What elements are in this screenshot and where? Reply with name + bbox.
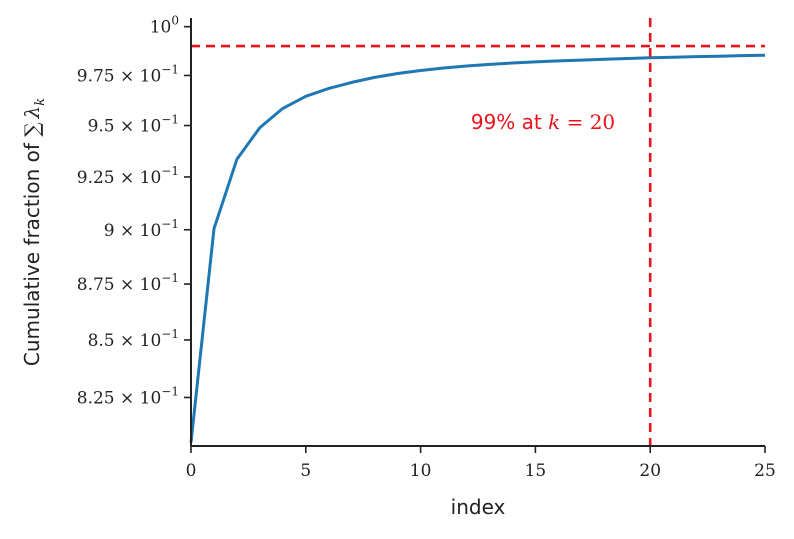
x-axis-label: index: [451, 495, 506, 519]
plot-area: [189, 18, 766, 446]
cumulative-fraction-line: [189, 53, 766, 443]
x-tick-label: 0: [186, 461, 197, 481]
annotation-prefix: 99% at: [471, 110, 548, 134]
x-tick-label: 10: [410, 461, 432, 481]
annotation-var: k: [548, 110, 560, 134]
y-tick-label: 9.75 × 10−1: [77, 62, 179, 86]
y-axis-ticks: 8.25 × 10−1 8.5 × 10−1 8.75 × 10−1 9 × 10−1…: [77, 14, 191, 408]
y-tick-label: 8.5 × 10−1: [88, 327, 179, 351]
y-axis-label-lambda: λ: [20, 106, 44, 120]
threshold-annotation: 99% at k = 20: [471, 110, 615, 134]
x-axis-ticks: 0 5 10 15 20 25: [186, 446, 776, 481]
x-tick-label: 20: [639, 461, 661, 481]
y-tick-label: 9.5 × 10−1: [88, 113, 179, 137]
x-tick-label: 25: [754, 461, 776, 481]
y-axis-label-prefix: Cumulative fraction of: [20, 137, 44, 366]
annotation-rest: = 20: [560, 110, 615, 134]
y-tick-label: 9 × 10−1: [104, 217, 179, 241]
x-tick-label: 5: [300, 461, 311, 481]
y-axis-label-sum: ∑: [20, 122, 44, 137]
y-axis-label: Cumulative fraction of ∑ λk: [20, 98, 48, 366]
y-tick-label: 9.25 × 10−1: [77, 164, 179, 188]
y-tick-label: 8.25 × 10−1: [77, 384, 179, 408]
x-tick-label: 15: [525, 461, 547, 481]
y-tick-label: 8.75 × 10−1: [77, 271, 179, 295]
y-axis-label-subscript: k: [33, 98, 48, 106]
y-tick-label: 100: [150, 14, 179, 38]
